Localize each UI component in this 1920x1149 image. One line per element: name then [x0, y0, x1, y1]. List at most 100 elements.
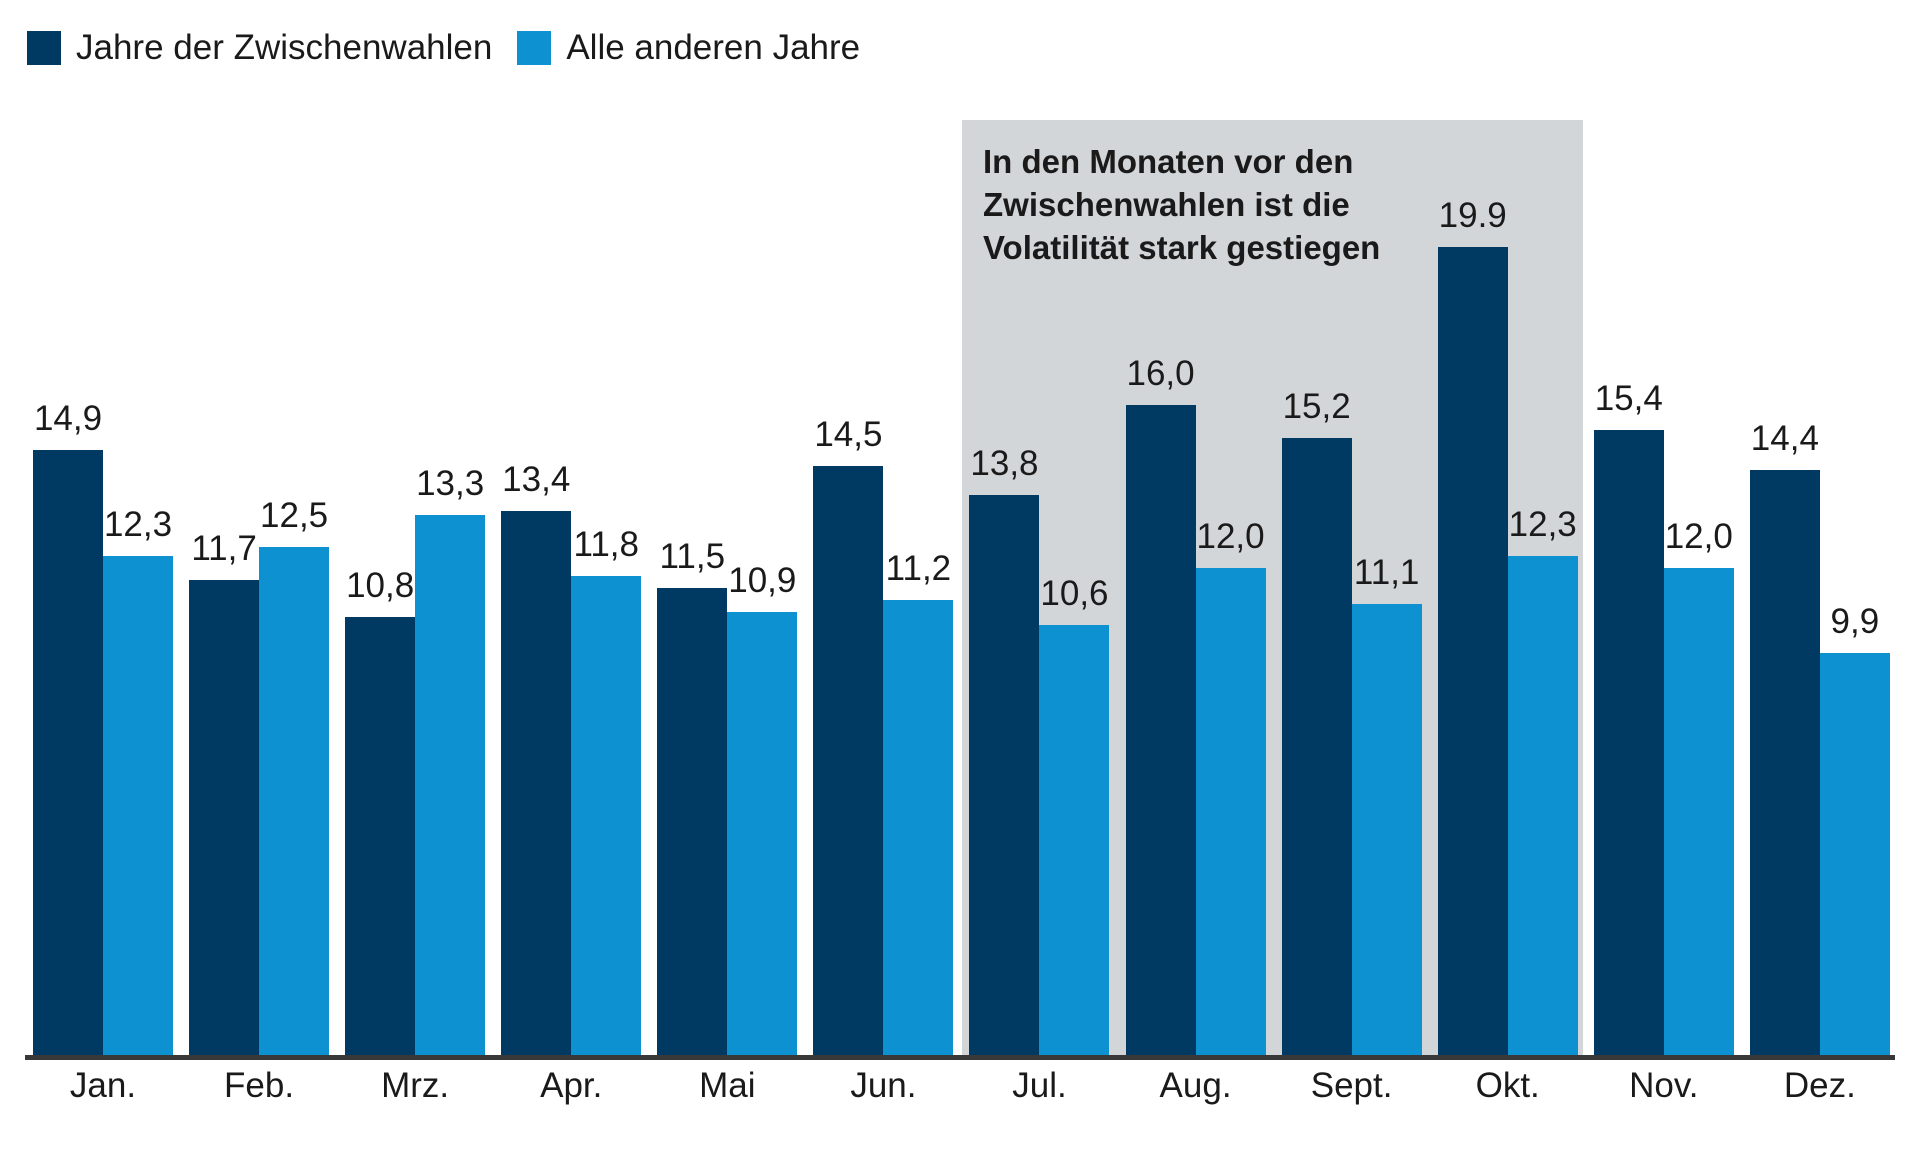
bar-group-okt: 19.9 12,3 [1437, 196, 1578, 1055]
bar-col: 19.9 [1437, 196, 1508, 1055]
bar-other-6 [883, 600, 954, 1055]
value-label-light-4: 11,8 [573, 525, 639, 564]
bar-group-sept: 15,2 11,1 [1281, 387, 1422, 1055]
bar-col: 14,9 [33, 401, 103, 1055]
value-label-dark-10: 19.9 [1438, 196, 1507, 235]
legend-label-midterm-years: Jahre der Zwischenwahlen [76, 28, 493, 67]
bar-other-11 [1663, 568, 1734, 1055]
value-label-light-2: 12,5 [260, 496, 329, 535]
value-label-light-12: 9,9 [1830, 602, 1880, 641]
bar-midterm-6 [813, 466, 884, 1055]
bar-group-mrz: 10,8 13,3 [345, 464, 486, 1055]
value-label-light-7: 10,6 [1040, 574, 1109, 613]
bar-other-4 [571, 576, 642, 1055]
bar-other-7 [1039, 625, 1110, 1055]
bar-col: 15,4 [1593, 379, 1664, 1055]
month-tick-jan: Jan. [69, 1066, 137, 1105]
bar-col: 14,5 [813, 415, 884, 1055]
bar-group-jun: 14,5 11,2 [813, 415, 954, 1055]
bar-group-jan: 14,9 12,3 [33, 401, 173, 1055]
bar-midterm-4 [501, 511, 572, 1055]
value-label-dark-2: 11,7 [191, 529, 257, 568]
bar-col: 11,5 [657, 537, 728, 1055]
value-label-dark-3: 10,8 [346, 566, 415, 605]
legend-item-all-other-years: Alle anderen Jahre [517, 30, 860, 66]
value-label-dark-6: 14,5 [814, 415, 883, 454]
bar-other-3 [415, 515, 486, 1055]
bar-col: 9,9 [1819, 602, 1890, 1055]
bar-midterm-2 [189, 580, 260, 1055]
legend-swatch-dark-icon [27, 31, 61, 65]
bar-col: 15,2 [1281, 387, 1352, 1055]
value-label-light-11: 12,0 [1664, 517, 1733, 556]
value-label-dark-12: 14,4 [1750, 419, 1819, 458]
bar-midterm-10 [1437, 247, 1508, 1055]
bar-col: 12,5 [259, 496, 330, 1055]
value-label-dark-1: 14,9 [33, 399, 103, 438]
value-label-light-5: 10,9 [728, 561, 797, 600]
legend: Jahre der Zwischenwahlen Alle anderen Ja… [27, 30, 860, 66]
month-tick-mrz: Mrz. [381, 1066, 450, 1105]
bar-col: 12,3 [1507, 505, 1578, 1055]
annotation-line-3: Volatilität stark gestiegen [983, 229, 1381, 266]
value-label-dark-5: 11,5 [659, 537, 726, 576]
annotation-text: In den Monaten vor den Zwischenwahlen is… [983, 140, 1380, 269]
bar-group-dez: 14,4 9,9 [1749, 419, 1890, 1055]
value-label-light-6: 11,2 [885, 549, 952, 588]
value-label-light-9: 11,1 [1353, 553, 1420, 592]
month-tick-jul: Jul. [1012, 1066, 1067, 1105]
legend-swatch-light-icon [517, 31, 552, 65]
bar-midterm-11 [1593, 430, 1664, 1055]
annotation-line-2: Zwischenwahlen ist die [983, 186, 1350, 223]
value-label-light-3: 13,3 [416, 464, 485, 503]
month-axis: Jan. Feb. Mrz. Apr. Mai Jun. Jul. Aug. Sept. Okt.… [33, 1066, 1890, 1106]
bar-midterm-5 [657, 588, 728, 1055]
value-label-dark-11: 15,4 [1594, 379, 1663, 418]
bar-col: 11,1 [1351, 553, 1422, 1055]
bar-group-apr: 13,4 11,8 [501, 460, 642, 1055]
bar-col: 13,4 [501, 460, 572, 1055]
value-label-dark-4: 13,4 [502, 460, 571, 499]
bar-col: 13,8 [969, 444, 1040, 1055]
legend-item-midterm-years: Jahre der Zwischenwahlen [27, 30, 492, 66]
bar-other-2 [259, 547, 330, 1055]
bar-group-feb: 11,7 12,5 [189, 496, 330, 1055]
x-axis-line [25, 1055, 1895, 1060]
bar-group-mai: 11,5 10,9 [657, 537, 798, 1055]
bars-row: 14,9 12,3 11,7 12,5 10,8 13,3 13,4 11,8 11,5 10,9… [33, 198, 1890, 1055]
bar-group-aug: 16,0 12,0 [1125, 354, 1266, 1055]
bar-col: 11,7 [189, 529, 260, 1055]
bar-other-5 [727, 612, 798, 1055]
month-tick-apr: Apr. [540, 1066, 603, 1105]
month-tick-mai: Mai [699, 1066, 756, 1105]
value-label-dark-9: 15,2 [1282, 387, 1351, 426]
annotation-line-1: In den Monaten vor den [983, 143, 1354, 180]
month-tick-sept: Sept. [1310, 1066, 1393, 1105]
bar-col: 14,4 [1749, 419, 1820, 1055]
month-tick-dez: Dez. [1783, 1066, 1856, 1105]
bar-midterm-12 [1749, 470, 1820, 1055]
bar-midterm-1 [33, 450, 103, 1055]
bar-col: 16,0 [1125, 354, 1196, 1055]
month-tick-nov: Nov. [1629, 1066, 1699, 1105]
bar-col: 11,8 [571, 525, 642, 1055]
bar-midterm-8 [1125, 405, 1196, 1055]
bar-other-10 [1507, 556, 1578, 1055]
value-label-light-1: 12,3 [103, 505, 173, 544]
bar-col: 12,0 [1663, 517, 1734, 1055]
month-tick-aug: Aug. [1159, 1066, 1232, 1105]
value-label-light-10: 12,3 [1508, 505, 1577, 544]
value-label-dark-8: 16,0 [1126, 354, 1195, 393]
month-tick-feb: Feb. [224, 1066, 295, 1105]
legend-label-all-other-years: Alle anderen Jahre [566, 28, 861, 67]
value-label-light-8: 12,0 [1196, 517, 1265, 556]
bar-group-nov: 15,4 12,0 [1593, 379, 1734, 1055]
month-tick-jun: Jun. [850, 1066, 917, 1105]
bar-col: 10,9 [727, 561, 798, 1055]
value-label-dark-7: 13,8 [970, 444, 1039, 483]
bar-midterm-9 [1281, 438, 1352, 1055]
bar-col: 12,3 [103, 507, 173, 1055]
bar-midterm-3 [345, 617, 416, 1055]
bar-col: 11,2 [883, 549, 954, 1055]
bar-other-1 [103, 556, 173, 1055]
